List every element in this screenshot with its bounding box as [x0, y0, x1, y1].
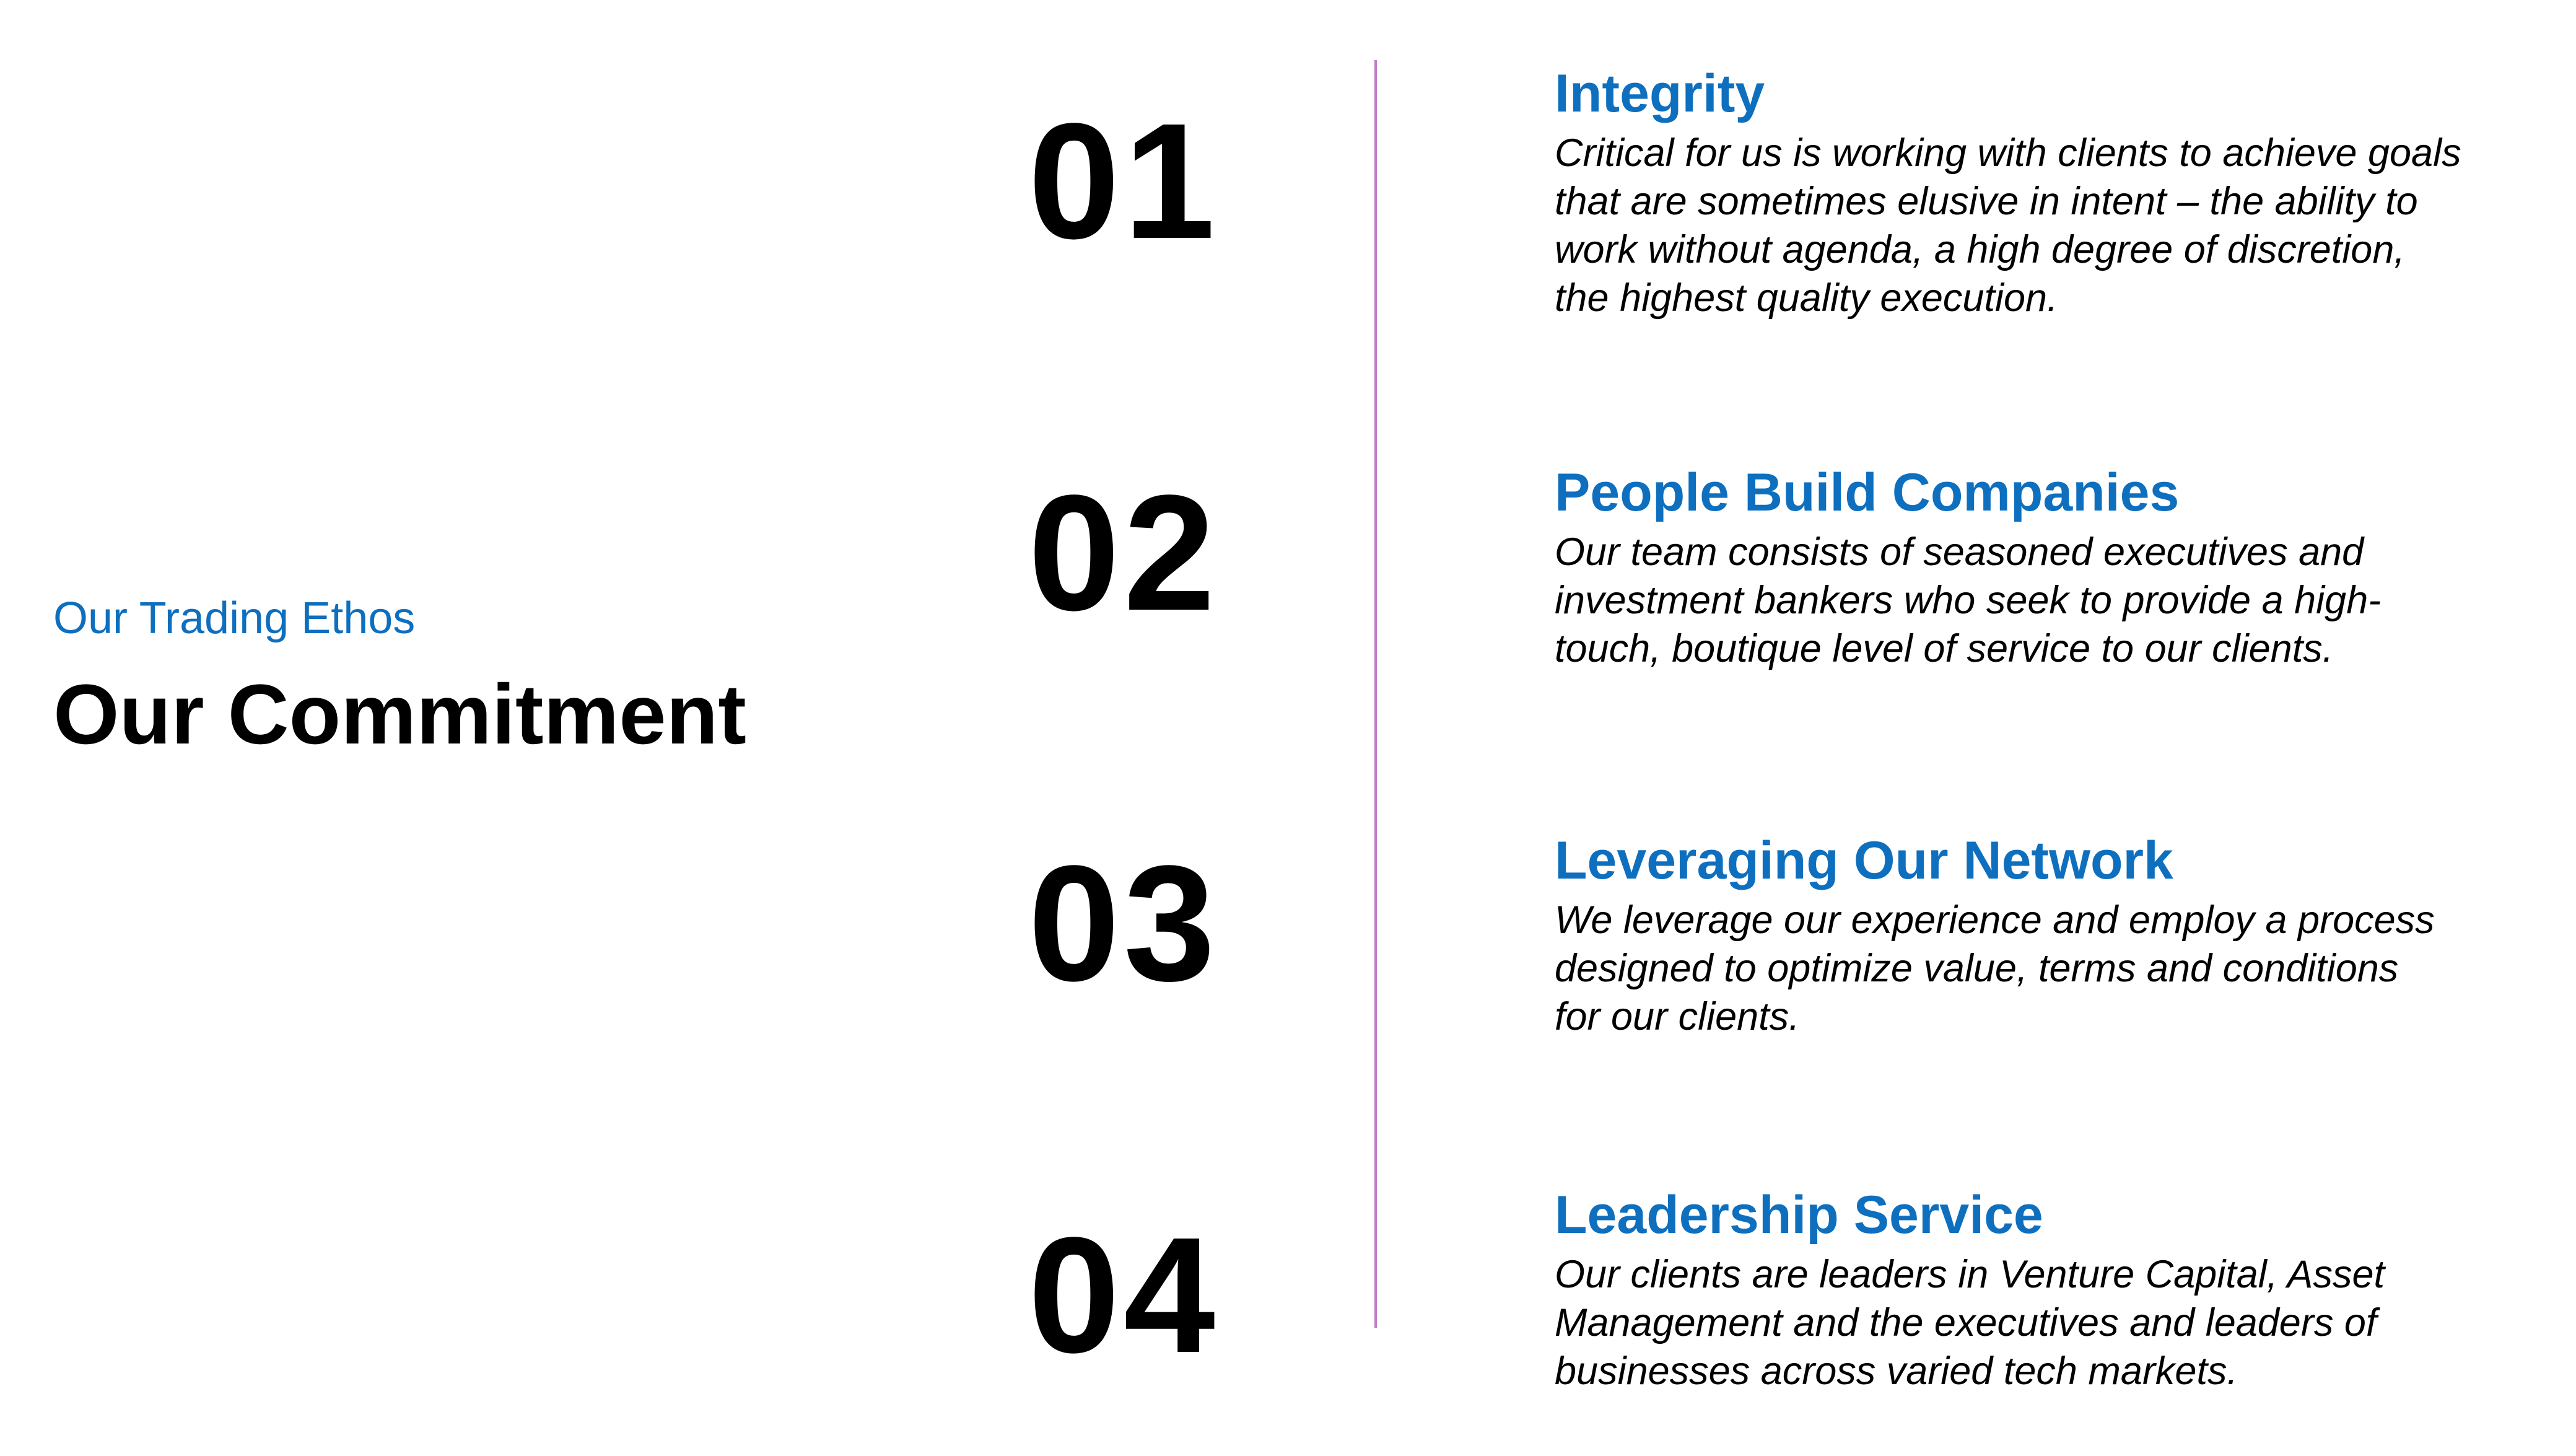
- description-line: Our team consists of seasoned executives…: [1555, 530, 2364, 574]
- description-line: Critical for us is working with clients …: [1555, 131, 2461, 175]
- commitment-item-leadership: Leadership Service Our clients are leade…: [1555, 1188, 2521, 1395]
- item-heading: Leveraging Our Network: [1555, 831, 2173, 890]
- item-description: Our team consists of seasoned executives…: [1555, 528, 2521, 673]
- description-line: designed to optimize value, terms and co…: [1555, 947, 2399, 990]
- item-number-04: 04: [1028, 1203, 1219, 1387]
- description-line: touch, boutique level of service to our …: [1555, 627, 2334, 670]
- description-line: investment bankers who seek to provide a…: [1555, 579, 2382, 622]
- commitment-item-network: Leveraging Our Network We leverage our e…: [1555, 834, 2521, 1041]
- description-line: that are sometimes elusive in intent – t…: [1555, 180, 2418, 223]
- item-number-01: 01: [1028, 89, 1219, 273]
- description-line: for our clients.: [1555, 995, 1800, 1038]
- item-description: We leverage our experience and employ a …: [1555, 896, 2521, 1041]
- page-title: Our Commitment: [53, 667, 746, 762]
- item-description: Critical for us is working with clients …: [1555, 129, 2521, 322]
- description-line: Management and the executives and leader…: [1555, 1301, 2377, 1344]
- section-kicker: Our Trading Ethos: [53, 594, 416, 643]
- commitment-item-integrity: Integrity Critical for us is working wit…: [1555, 67, 2521, 322]
- item-number-03: 03: [1028, 831, 1219, 1015]
- description-line: work without agenda, a high degree of di…: [1555, 228, 2405, 271]
- description-line: the highest quality execution.: [1555, 276, 2058, 320]
- description-line: Our clients are leaders in Venture Capit…: [1555, 1253, 2385, 1296]
- item-heading: Integrity: [1555, 64, 1765, 123]
- item-description: Our clients are leaders in Venture Capit…: [1555, 1250, 2521, 1395]
- description-line: businesses across varied tech markets.: [1555, 1349, 2238, 1393]
- item-number-02: 02: [1028, 461, 1219, 645]
- commitment-item-people: People Build Companies Our team consists…: [1555, 466, 2521, 673]
- vertical-divider: [1374, 60, 1377, 1328]
- item-heading: Leadership Service: [1555, 1185, 2043, 1245]
- item-heading: People Build Companies: [1555, 463, 2180, 522]
- description-line: We leverage our experience and employ a …: [1555, 898, 2435, 942]
